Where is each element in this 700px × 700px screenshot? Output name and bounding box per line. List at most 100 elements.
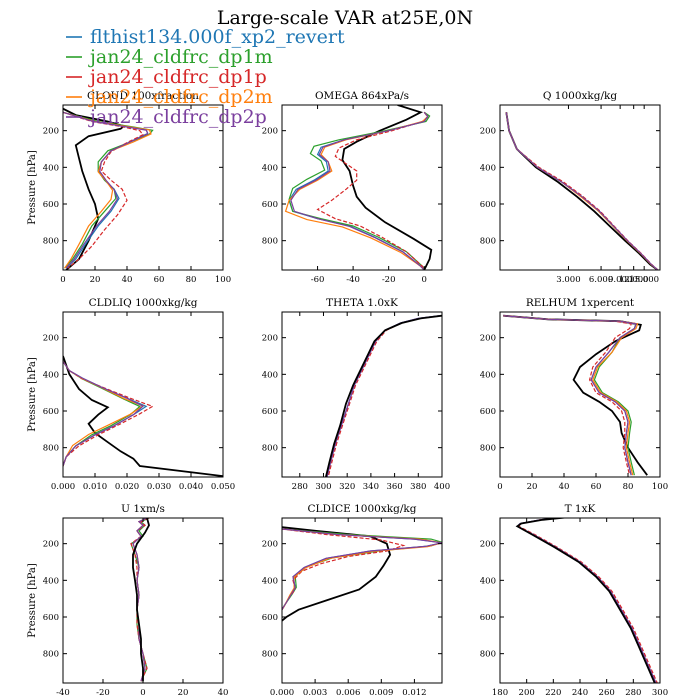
series-line-6: [63, 111, 149, 269]
y-tick-label: 200: [43, 540, 59, 550]
x-tick-label: 0.030: [147, 482, 171, 492]
x-tick-label: 6.000: [589, 275, 613, 285]
series-group: [63, 107, 154, 270]
x-tick-label: 80: [186, 275, 197, 285]
series-line-2: [327, 315, 441, 477]
y-tick-label: 600: [43, 200, 59, 210]
x-tick-label: -40: [346, 275, 360, 285]
panel-title: CLDLIQ 1000xkg/kg: [89, 297, 198, 309]
panel-title: Q 1000xkg/kg: [543, 90, 618, 102]
plot-frame: [499, 517, 661, 684]
series-group: [325, 314, 442, 477]
x-tick-label: -40: [56, 688, 70, 698]
x-tick-label: 100: [215, 275, 231, 285]
y-tick-label: 400: [262, 370, 278, 380]
panel-title: THETA 1.0xK: [326, 297, 398, 309]
panel-9: 180 200 220 240 260 280 300 200 400 600 800 T 1xK: [480, 503, 668, 698]
panel-5: 280 300 320 340 360 380 400 200 400 600 800 THETA 1…: [262, 297, 450, 492]
x-tick-label: 0: [422, 275, 427, 285]
series-line-6: [505, 112, 659, 270]
y-tick-label: 400: [262, 576, 278, 586]
plot-frame: [499, 104, 661, 271]
x-tick-label: 40: [218, 688, 229, 698]
x-tick-label: 0.010: [83, 482, 107, 492]
y-tick-label: 600: [480, 613, 496, 623]
y-tick-label: 800: [480, 650, 496, 660]
x-tick-label: -60: [311, 275, 325, 285]
x-tick-label: 400: [434, 482, 450, 492]
y-tick-label: 200: [480, 334, 496, 344]
plot-frame: [499, 311, 661, 478]
series-line-2: [517, 518, 658, 683]
series-line-2: [503, 315, 637, 476]
y-tick-label: 200: [480, 127, 496, 137]
y-tick-label: 600: [480, 407, 496, 417]
y-tick-label: 400: [262, 163, 278, 173]
y-tick-label: 800: [262, 444, 278, 454]
series-line-4: [325, 314, 442, 477]
panel-4: 0.000 0.010 0.020 0.030 0.040 0.050 200 400 600 8…: [27, 297, 235, 492]
legend: flthist134.000f_xp2_revertjan24_cldfrc_d…: [66, 26, 345, 128]
series-line-3: [516, 518, 657, 683]
y-tick-label: 400: [480, 370, 496, 380]
legend-item: jan24_cldfrc_dp2m: [66, 86, 273, 108]
y-tick-label: 600: [262, 613, 278, 623]
x-tick-label: 40: [122, 275, 133, 285]
series-line-3: [288, 111, 431, 270]
series-group: [63, 355, 223, 477]
x-tick-label: 380: [410, 482, 426, 492]
x-tick-label: 60: [591, 482, 602, 492]
legend-label: jan24_cldfrc_dp2m: [88, 86, 273, 108]
x-tick-label: 280: [292, 482, 308, 492]
x-tick-label: 200: [519, 688, 535, 698]
y-tick-label: 800: [480, 444, 496, 454]
x-tick-label: 0.020: [115, 482, 139, 492]
y-tick-label: 200: [480, 540, 496, 550]
x-tick-label: 240: [572, 688, 588, 698]
series-group: [130, 518, 150, 682]
y-tick-label: 200: [262, 334, 278, 344]
panel-title: OMEGA 864xPa/s: [315, 90, 409, 102]
x-tick-label: 0.009: [369, 688, 393, 698]
y-tick-label: 800: [43, 650, 59, 660]
x-tick-label: 0.000: [51, 482, 75, 492]
x-tick-label: 9.000: [608, 275, 632, 285]
y-tick-label: 600: [480, 200, 496, 210]
series-line-5: [282, 528, 442, 611]
series-line-1: [326, 315, 440, 477]
x-tick-label: 100: [652, 482, 668, 492]
x-tick-label: 0.040: [179, 482, 203, 492]
series-line-4: [282, 528, 406, 611]
y-tick-label: 800: [262, 237, 278, 247]
series-line-1: [63, 355, 223, 477]
panel-title: CLDICE 1000xkg/kg: [308, 503, 417, 515]
x-tick-label: 340: [363, 482, 379, 492]
series-line-6: [282, 528, 442, 611]
x-tick-label: -20: [96, 688, 110, 698]
series-line-4: [515, 518, 656, 683]
y-tick-label: 800: [43, 237, 59, 247]
series-line-2: [505, 112, 659, 270]
series-line-1: [505, 112, 659, 270]
x-tick-label: 0: [140, 688, 145, 698]
series-line-5: [132, 518, 148, 682]
x-tick-label: 280: [625, 688, 641, 698]
y-tick-label: 400: [480, 163, 496, 173]
series-line-4: [63, 111, 144, 269]
legend-item: jan24_cldfrc_dp2p: [66, 106, 267, 128]
panel-title: T 1xK: [565, 503, 596, 515]
legend-item: jan24_cldfrc_dp1p: [66, 66, 267, 88]
panel-7: -40 -20 0 20 40 200 400 600 800 U 1xm/s Pressure […: [27, 503, 228, 698]
series-line-1: [341, 105, 433, 270]
x-tick-label: 300: [652, 688, 668, 698]
series-line-1: [516, 518, 657, 683]
series-line-4: [505, 112, 659, 270]
y-axis-label: Pressure [hPa]: [27, 563, 38, 638]
series-group: [284, 105, 433, 270]
x-tick-label: 0: [497, 482, 502, 492]
series-line-5: [63, 111, 152, 269]
x-tick-label: 320: [339, 482, 355, 492]
panel-title: U 1xm/s: [121, 503, 165, 515]
series-line-6: [290, 111, 429, 270]
